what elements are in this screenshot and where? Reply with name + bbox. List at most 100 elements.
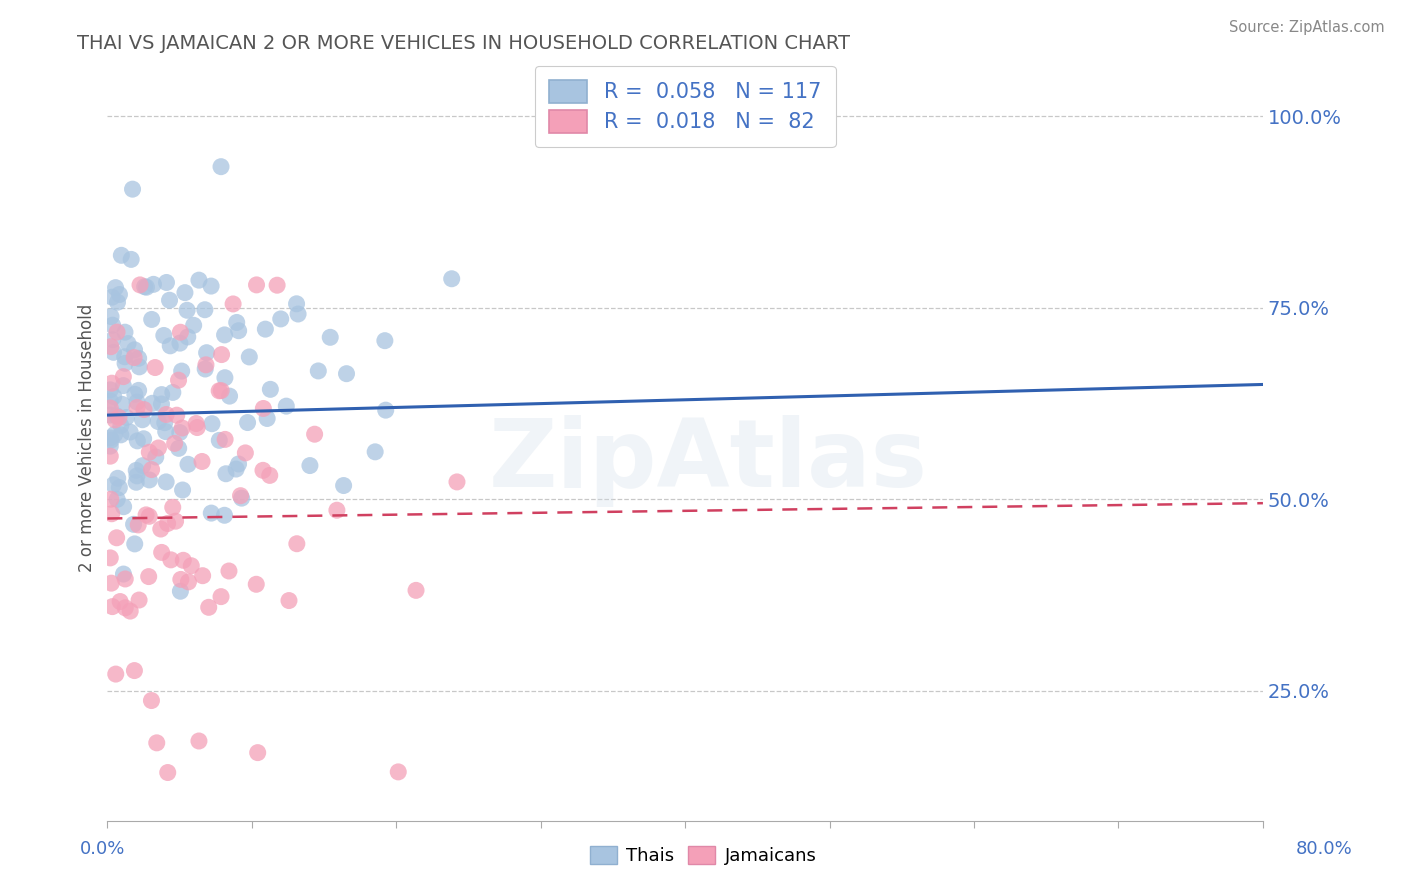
Point — [100, 433, 122, 447]
Point — [229, 489, 252, 503]
Point — [125, 468, 148, 483]
Point — [125, 463, 148, 477]
Point — [148, 441, 170, 455]
Point — [98, 394, 121, 409]
Point — [98, 439, 121, 453]
Point — [440, 272, 463, 286]
Point — [122, 517, 145, 532]
Point — [235, 446, 257, 460]
Point — [142, 277, 165, 292]
Point — [128, 384, 150, 398]
Point — [194, 362, 217, 376]
Point — [162, 500, 184, 515]
Point — [209, 590, 232, 604]
Point — [150, 397, 173, 411]
Point — [135, 280, 157, 294]
Point — [259, 468, 281, 483]
Point — [132, 432, 155, 446]
Point — [125, 401, 148, 415]
Point — [105, 531, 128, 545]
Point — [155, 425, 177, 439]
Point — [141, 462, 163, 476]
Point — [110, 418, 132, 433]
Point — [128, 359, 150, 374]
Point — [285, 297, 308, 311]
Point — [141, 693, 163, 707]
Point — [141, 312, 163, 326]
Point — [138, 473, 160, 487]
Point — [266, 278, 288, 293]
Point — [98, 449, 121, 463]
Point — [285, 537, 308, 551]
Legend: Thais, Jamaicans: Thais, Jamaicans — [582, 838, 824, 872]
Point — [307, 364, 329, 378]
Point — [188, 273, 211, 287]
Point — [108, 287, 131, 301]
Point — [200, 506, 222, 520]
Point — [110, 248, 132, 262]
Point — [125, 475, 148, 490]
Point — [246, 746, 269, 760]
Legend: R =  0.058   N = 117, R =  0.018   N =  82: R = 0.058 N = 117, R = 0.018 N = 82 — [534, 65, 835, 147]
Point — [177, 330, 200, 344]
Point — [100, 492, 122, 507]
Point — [287, 307, 309, 321]
Point — [107, 471, 129, 485]
Point — [162, 385, 184, 400]
Point — [163, 436, 186, 450]
Point — [100, 340, 122, 354]
Point — [276, 399, 298, 413]
Point — [105, 492, 128, 507]
Text: Source: ZipAtlas.com: Source: ZipAtlas.com — [1229, 20, 1385, 35]
Point — [214, 508, 236, 523]
Point — [238, 350, 260, 364]
Point — [127, 434, 149, 448]
Point — [104, 280, 127, 294]
Y-axis label: 2 or more Vehicles in Household: 2 or more Vehicles in Household — [79, 304, 96, 572]
Point — [222, 297, 245, 311]
Text: 0.0%: 0.0% — [80, 840, 125, 858]
Point — [98, 550, 121, 565]
Point — [125, 395, 148, 409]
Point — [128, 351, 150, 366]
Point — [228, 324, 250, 338]
Point — [209, 160, 232, 174]
Point — [100, 507, 122, 521]
Point — [170, 573, 193, 587]
Point — [120, 252, 142, 267]
Point — [98, 431, 121, 445]
Point — [169, 425, 191, 440]
Point — [208, 434, 231, 448]
Point — [114, 350, 136, 364]
Point — [172, 553, 194, 567]
Point — [172, 421, 194, 435]
Point — [172, 483, 194, 497]
Point — [214, 327, 236, 342]
Point — [110, 428, 132, 442]
Point — [122, 351, 145, 365]
Point — [169, 336, 191, 351]
Point — [159, 339, 181, 353]
Point — [145, 450, 167, 464]
Point — [254, 322, 277, 336]
Point — [159, 293, 181, 308]
Point — [104, 427, 127, 442]
Point — [245, 577, 267, 591]
Point — [319, 330, 342, 344]
Point — [218, 389, 240, 403]
Point — [124, 664, 146, 678]
Point — [374, 403, 396, 417]
Point — [446, 475, 468, 489]
Point — [259, 382, 281, 396]
Point — [112, 378, 135, 392]
Point — [186, 420, 208, 434]
Point — [195, 345, 218, 359]
Point — [124, 343, 146, 357]
Point — [103, 345, 125, 359]
Point — [100, 310, 122, 324]
Point — [120, 425, 142, 439]
Point — [98, 408, 121, 422]
Point — [128, 593, 150, 607]
Point — [170, 364, 193, 378]
Point — [146, 415, 169, 429]
